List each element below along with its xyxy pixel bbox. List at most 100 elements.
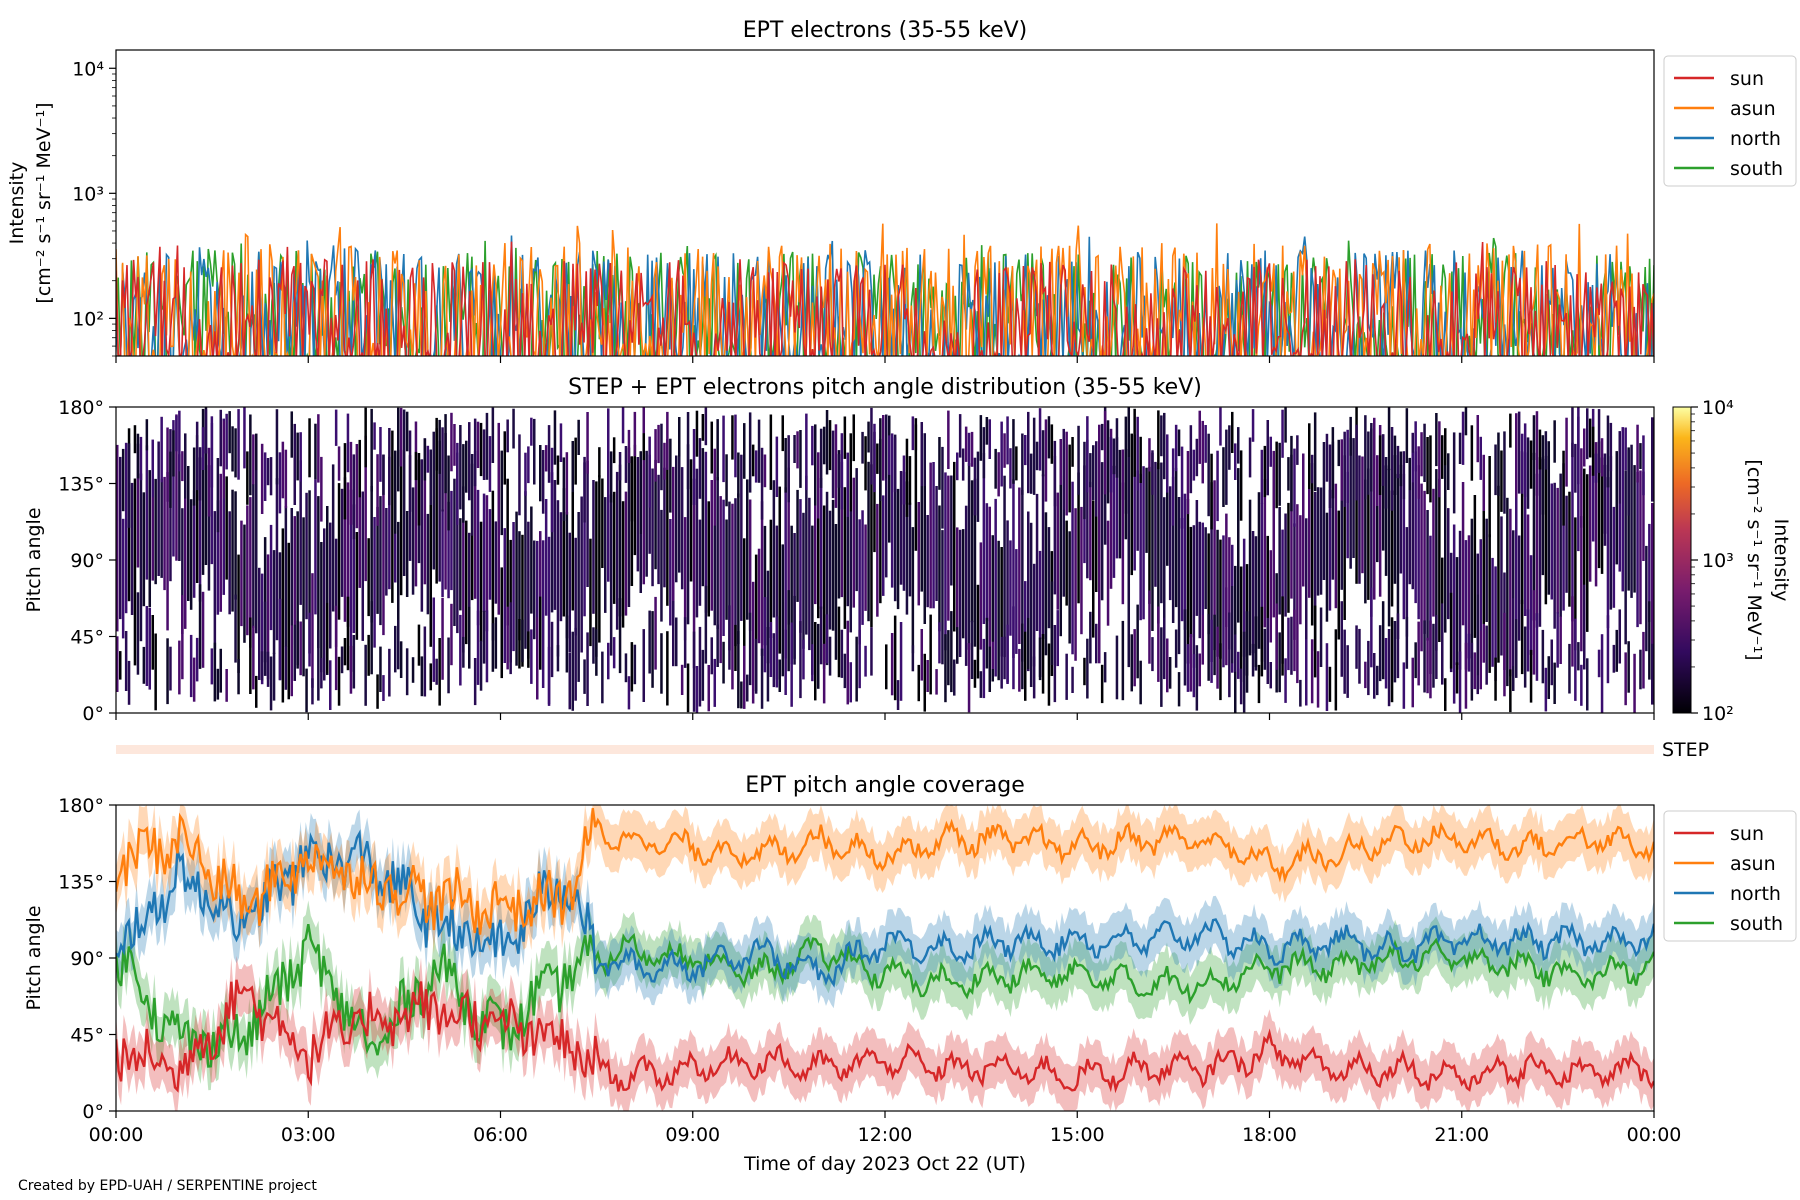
heatmap-cell	[441, 598, 444, 680]
heatmap-cell	[1396, 473, 1400, 639]
heatmap-cell	[654, 429, 657, 482]
heatmap-cell	[1503, 612, 1506, 697]
heatmap-cell	[509, 602, 512, 675]
heatmap-cell	[1239, 668, 1243, 705]
heatmap-cell	[669, 519, 672, 626]
heatmap-cell	[716, 419, 719, 481]
heatmap-cell	[1571, 442, 1574, 622]
heatmap-cell	[1458, 530, 1462, 670]
heatmap-cell	[1633, 653, 1636, 713]
heatmap-cell	[675, 455, 678, 583]
heatmap-cell	[1133, 434, 1136, 571]
heatmap-cell	[642, 407, 646, 585]
heatmap-cell	[976, 451, 980, 522]
heatmap-cell	[438, 440, 441, 582]
heatmap-cell	[231, 426, 234, 472]
heatmap-cell	[1310, 639, 1314, 704]
heatmap-cell	[787, 590, 790, 672]
heatmap-cell	[607, 408, 610, 478]
heatmap-cell	[799, 621, 802, 699]
heatmap-cell	[580, 496, 583, 653]
heatmap-cell	[1041, 474, 1045, 639]
heatmap-cell	[139, 473, 143, 642]
heatmap-cell	[1083, 441, 1086, 520]
heatmap-cell	[769, 622, 773, 677]
heatmap-cell	[441, 509, 444, 598]
heatmap-cell	[1287, 617, 1290, 671]
heatmap-cell	[1444, 678, 1447, 711]
heatmap-cell	[908, 456, 912, 505]
heatmap-cell	[556, 500, 560, 657]
heatmap-cell	[701, 414, 705, 441]
heatmap-cell	[1512, 598, 1515, 667]
heatmap-cell	[1316, 651, 1320, 708]
heatmap-cell	[1532, 452, 1536, 621]
heatmap-cell	[1485, 625, 1488, 685]
heatmap-cell	[680, 467, 684, 590]
heatmap-cell	[861, 431, 864, 464]
heatmap-cell	[1417, 446, 1420, 499]
heatmap-cell	[1497, 485, 1500, 663]
heatmap-cell	[1361, 456, 1364, 574]
heatmap-cell	[323, 528, 326, 681]
heatmap-cell	[1600, 457, 1604, 574]
heatmap-cell	[1021, 433, 1024, 495]
heatmap-cell	[255, 443, 258, 634]
heatmap-cell	[1452, 432, 1456, 514]
heatmap-cell	[166, 427, 169, 502]
heatmap-cell	[1239, 566, 1243, 682]
heatmap-cell	[1609, 422, 1613, 472]
heatmap-cell	[1455, 557, 1459, 665]
heatmap-cell	[648, 610, 651, 674]
heatmap-cell	[263, 452, 267, 501]
heatmap-cell	[299, 432, 302, 482]
heatmap-cell	[970, 620, 974, 679]
heatmap-cell	[476, 489, 480, 626]
heatmap-cell	[1615, 629, 1619, 672]
heatmap-cell	[1118, 449, 1122, 559]
heatmap-cell	[1003, 636, 1006, 680]
heatmap-cell	[748, 499, 752, 631]
heatmap-cell	[207, 465, 211, 591]
panel2-heatmap	[116, 407, 1654, 713]
heatmap-cell	[1538, 429, 1542, 470]
heatmap-cell	[136, 433, 140, 479]
heatmap-cell	[1074, 508, 1077, 661]
heatmap-cell	[234, 491, 237, 600]
heatmap-cell	[589, 538, 592, 647]
heatmap-cell	[539, 596, 542, 670]
heatmap-cell	[630, 457, 634, 522]
heatmap-cell	[1044, 419, 1048, 502]
heatmap-cell	[1473, 652, 1477, 690]
heatmap-cell	[414, 451, 418, 481]
heatmap-cell	[299, 621, 302, 676]
heatmap-cell	[1032, 417, 1036, 495]
heatmap-cell	[1615, 451, 1619, 565]
heatmap-cell	[1127, 407, 1131, 457]
heatmap-cell	[1473, 495, 1477, 638]
heatmap-cell	[1308, 423, 1311, 489]
heatmap-cell	[1103, 411, 1107, 495]
heatmap-cell	[1319, 487, 1323, 595]
heatmap-cell	[287, 542, 291, 700]
heatmap-cell	[388, 456, 391, 590]
heatmap-cell	[1228, 612, 1231, 698]
heatmap-cell	[1166, 434, 1169, 493]
heatmap-cell	[985, 417, 989, 445]
heatmap-cell	[263, 601, 267, 676]
heatmap-cell	[1449, 592, 1453, 669]
heatmap-cell	[343, 638, 347, 666]
heatmap-cell	[260, 573, 264, 685]
heatmap-cell	[781, 602, 785, 677]
heatmap-cell	[453, 478, 456, 626]
heatmap-cell	[1376, 473, 1379, 563]
heatmap-cell	[213, 511, 217, 650]
heatmap-cell	[195, 435, 199, 583]
heatmap-cell	[1310, 454, 1314, 484]
heatmap-cell	[861, 510, 864, 625]
heatmap-cell	[1618, 431, 1622, 504]
heatmap-cell	[657, 474, 660, 585]
heatmap-cell	[1396, 613, 1400, 679]
heatmap-cell	[1186, 451, 1190, 515]
heatmap-cell	[1583, 428, 1586, 467]
